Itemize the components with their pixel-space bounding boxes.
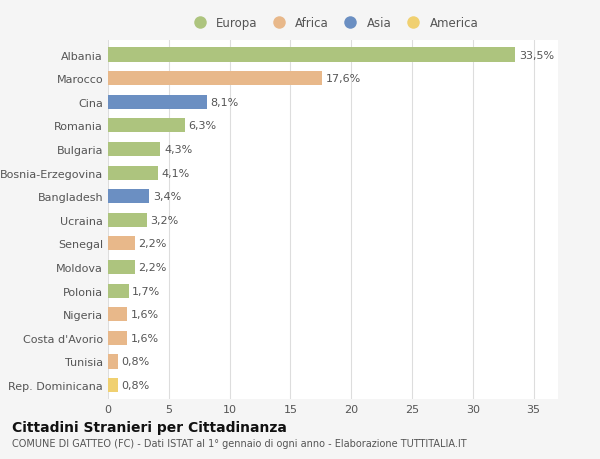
Text: 4,3%: 4,3% xyxy=(164,145,192,155)
Text: 2,2%: 2,2% xyxy=(139,263,167,273)
Bar xyxy=(108,308,127,322)
Text: 1,7%: 1,7% xyxy=(133,286,161,296)
Bar xyxy=(108,95,206,110)
Bar xyxy=(108,260,135,274)
Bar xyxy=(108,48,515,62)
Text: 17,6%: 17,6% xyxy=(326,74,361,84)
Bar xyxy=(108,72,322,86)
Text: 0,8%: 0,8% xyxy=(121,357,149,367)
Bar xyxy=(108,213,147,227)
Legend: Europa, Africa, Asia, America: Europa, Africa, Asia, America xyxy=(188,17,478,30)
Bar xyxy=(108,237,135,251)
Bar xyxy=(108,166,158,180)
Text: 33,5%: 33,5% xyxy=(519,50,554,61)
Bar xyxy=(108,143,160,157)
Bar xyxy=(108,119,185,133)
Text: 3,2%: 3,2% xyxy=(151,215,179,225)
Text: 2,2%: 2,2% xyxy=(139,239,167,249)
Text: 1,6%: 1,6% xyxy=(131,333,159,343)
Bar xyxy=(108,354,118,369)
Text: 3,4%: 3,4% xyxy=(153,192,181,202)
Text: 8,1%: 8,1% xyxy=(210,98,238,107)
Text: 1,6%: 1,6% xyxy=(131,309,159,319)
Bar xyxy=(108,190,149,204)
Text: 0,8%: 0,8% xyxy=(121,380,149,390)
Text: 6,3%: 6,3% xyxy=(188,121,217,131)
Bar xyxy=(108,378,118,392)
Bar xyxy=(108,284,128,298)
Text: 4,1%: 4,1% xyxy=(161,168,190,178)
Bar xyxy=(108,331,127,345)
Text: COMUNE DI GATTEO (FC) - Dati ISTAT al 1° gennaio di ogni anno - Elaborazione TUT: COMUNE DI GATTEO (FC) - Dati ISTAT al 1°… xyxy=(12,438,467,448)
Text: Cittadini Stranieri per Cittadinanza: Cittadini Stranieri per Cittadinanza xyxy=(12,420,287,434)
